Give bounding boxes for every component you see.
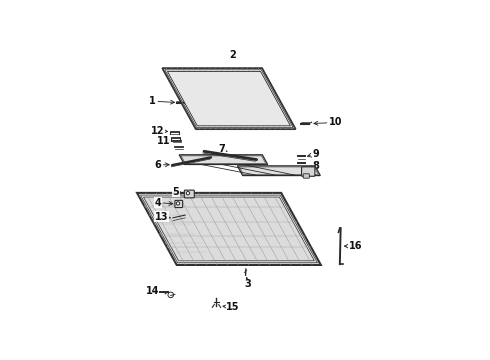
Text: 3: 3 <box>244 277 251 289</box>
FancyBboxPatch shape <box>175 201 183 208</box>
Text: 8: 8 <box>309 161 319 171</box>
Text: 4: 4 <box>155 198 173 208</box>
FancyBboxPatch shape <box>301 167 315 176</box>
Text: 14: 14 <box>147 286 160 296</box>
Text: 2: 2 <box>230 50 237 60</box>
Polygon shape <box>179 155 268 165</box>
Text: 13: 13 <box>155 212 170 222</box>
Text: 7: 7 <box>219 144 227 153</box>
Polygon shape <box>237 166 320 176</box>
Text: 15: 15 <box>223 302 240 312</box>
Circle shape <box>176 202 180 205</box>
Circle shape <box>186 192 190 195</box>
FancyBboxPatch shape <box>303 174 309 178</box>
Polygon shape <box>144 197 315 261</box>
Text: 16: 16 <box>344 241 362 251</box>
Polygon shape <box>137 193 321 265</box>
Text: 11: 11 <box>157 136 172 146</box>
Polygon shape <box>168 72 291 126</box>
Text: 12: 12 <box>151 126 168 136</box>
Polygon shape <box>162 68 295 129</box>
Text: 10: 10 <box>314 117 342 127</box>
Text: 9: 9 <box>308 149 319 159</box>
FancyBboxPatch shape <box>184 190 195 198</box>
Text: 5: 5 <box>172 187 182 197</box>
Circle shape <box>168 292 173 298</box>
Text: 6: 6 <box>155 160 169 170</box>
Text: 1: 1 <box>149 96 174 106</box>
